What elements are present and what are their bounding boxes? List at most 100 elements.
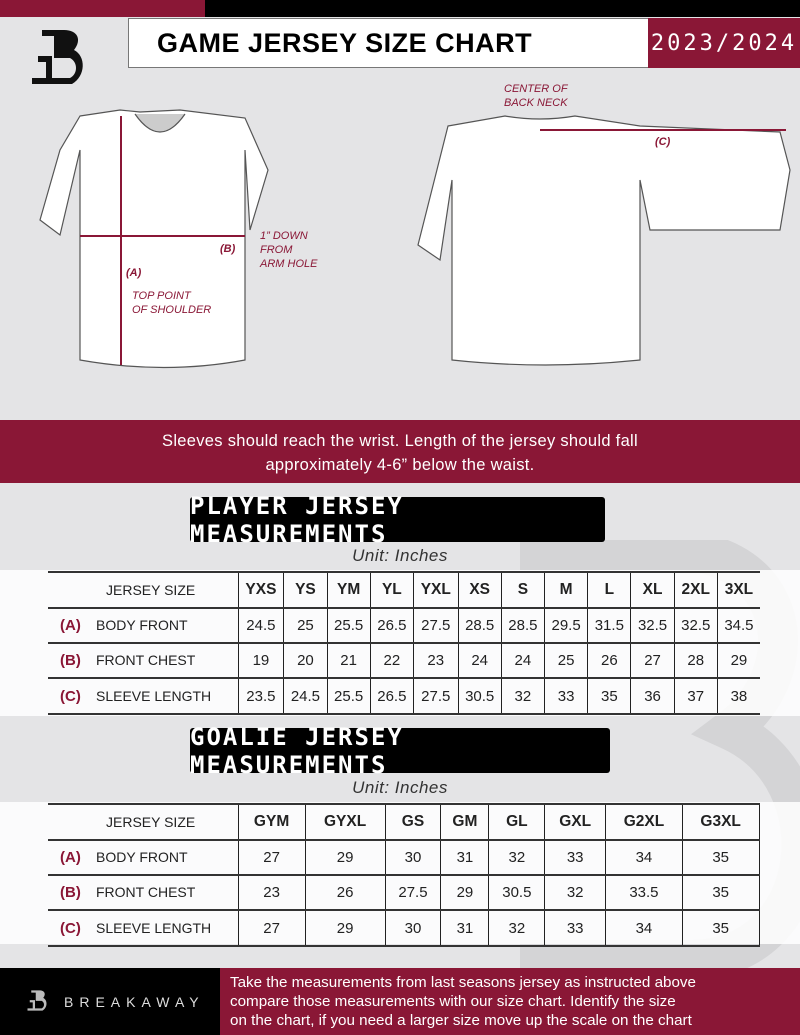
- note-line: ARM HOLE: [260, 258, 318, 270]
- size-header: YS: [283, 572, 328, 608]
- table-cell: 28: [673, 643, 718, 678]
- table-cell: 27.5: [384, 875, 441, 910]
- table-cell: 32: [488, 910, 545, 946]
- table-cell: 31: [440, 910, 489, 946]
- measurement-label: (A) BODY FRONT: [48, 608, 238, 643]
- measurement-name: BODY FRONT: [96, 617, 188, 633]
- note-line: BACK NECK: [504, 97, 568, 109]
- size-header: XS: [457, 572, 502, 608]
- size-header: G2XL: [605, 804, 683, 840]
- goalie-table: JERSEY SIZE GYM GYXL GS GM GL GXL G2XL G3XL (A) BO…: [48, 803, 760, 947]
- table-cell: 22: [369, 643, 414, 678]
- table-cell: 25.5: [326, 678, 371, 714]
- table-cell: 21: [326, 643, 371, 678]
- table-cell: 31: [440, 840, 489, 875]
- table-cell: [758, 840, 760, 875]
- table-cell: 25.5: [326, 608, 371, 643]
- breakaway-logo-icon: [27, 989, 47, 1011]
- size-header: YL: [369, 572, 414, 608]
- table-cell: 30.5: [457, 678, 502, 714]
- table-cell: 28.5: [500, 608, 545, 643]
- table-cell: 35: [681, 840, 760, 875]
- table-row: (B) FRONT CHEST 19 20 21 22 23 24 24 25 26 27 28 29: [48, 643, 760, 678]
- table-cell: 33.5: [605, 875, 683, 910]
- table-cell: 28.5: [457, 608, 502, 643]
- size-header: GS: [384, 804, 441, 840]
- measurement-name: SLEEVE LENGTH: [96, 919, 212, 936]
- table-cell: 29.5: [543, 608, 588, 643]
- table-cell: 19: [237, 643, 284, 678]
- table-row: (A) BODY FRONT 27 29 30 31 32 33 34 35: [48, 840, 760, 875]
- table-row: (C) SLEEVE LENGTH 27 29 30 31 32 33 34 35: [48, 910, 760, 946]
- table-cell: 27: [237, 840, 306, 875]
- measurement-letter: (B): [60, 652, 81, 669]
- size-header: 2XL: [673, 572, 718, 608]
- instructions-band: Sleeves should reach the wrist. Length o…: [0, 420, 800, 483]
- table-cell: 33: [544, 840, 606, 875]
- table-cell: 38: [716, 678, 760, 714]
- table-cell: 35: [681, 875, 760, 910]
- size-header: S: [500, 572, 545, 608]
- measurement-letter: (B): [60, 884, 81, 901]
- measurement-name: FRONT CHEST: [96, 652, 196, 668]
- label-a: (A): [126, 267, 142, 279]
- table-cell: 23: [237, 875, 306, 910]
- measurement-label: (C) SLEEVE LENGTH: [48, 910, 238, 946]
- table-cell: 36: [630, 678, 675, 714]
- table-cell: 27: [630, 643, 675, 678]
- footer-line: on the chart, if you need a larger size …: [230, 1012, 692, 1029]
- table-cell: 26.5: [369, 678, 414, 714]
- size-header: 3XL: [716, 572, 760, 608]
- measurement-letter: (C): [60, 687, 81, 705]
- measurement-label: (C) SLEEVE LENGTH: [48, 678, 238, 714]
- footer-brand: BREAKAWAY: [0, 968, 220, 1035]
- table-cell: 29: [440, 875, 489, 910]
- jersey-diagram: [39, 109, 791, 369]
- table-cell: [758, 910, 760, 946]
- table-cell: 24.5: [283, 678, 328, 714]
- table-cell: 30: [384, 840, 441, 875]
- note-line: CENTER OF: [504, 83, 568, 95]
- breakaway-logo-icon: [32, 30, 83, 84]
- measurement-label: (A) BODY FRONT: [48, 840, 238, 875]
- size-label: JERSEY SIZE: [106, 814, 196, 830]
- table-cell: 27.5: [412, 678, 459, 714]
- measurement-letter: (C): [60, 919, 81, 937]
- table-cell: 32: [500, 678, 545, 714]
- footer-line: compare those measurements with our size…: [230, 993, 676, 1010]
- measurement-name: FRONT CHEST: [96, 884, 196, 900]
- table-cell: 37: [673, 678, 718, 714]
- player-heading: PLAYER JERSEY MEASUREMENTS: [190, 492, 605, 548]
- table-cell: 34.5: [716, 608, 760, 643]
- label-b: (B): [220, 243, 236, 255]
- table-cell: 20: [283, 643, 328, 678]
- page-title: GAME JERSEY SIZE CHART: [128, 18, 650, 68]
- table-cell: 32.5: [673, 608, 718, 643]
- top-bar-accent: [0, 0, 205, 17]
- table-row: (B) FRONT CHEST 23 26 27.5 29 30.5 32 33.5 35: [48, 875, 760, 910]
- player-table: JERSEY SIZE YXS YS YM YL YXL XS S M L XL 2XL 3XL (A) B…: [48, 571, 760, 715]
- table-cell: 27: [237, 910, 306, 946]
- size-header: GYXL: [304, 804, 386, 840]
- measurement-label: (B) FRONT CHEST: [48, 875, 238, 910]
- table-cell: 32: [488, 840, 545, 875]
- table-row: (C) SLEEVE LENGTH 23.5 24.5 25.5 26.5 27.5 30.5…: [48, 678, 760, 714]
- table-cell: 30: [384, 910, 441, 946]
- measurement-label: (B) FRONT CHEST: [48, 643, 238, 678]
- instruction-line: approximately 4-6” below the waist.: [265, 456, 535, 474]
- measurement-name: SLEEVE LENGTH: [96, 687, 212, 704]
- table-cell: 30.5: [488, 875, 545, 910]
- table-cell: 31.5: [587, 608, 631, 643]
- top-bar: [205, 0, 800, 17]
- footer-instructions: Take the measurements from last seasons …: [220, 968, 800, 1035]
- size-header: XL: [630, 572, 675, 608]
- measurement-letter: (A): [60, 617, 81, 634]
- table-cell: 29: [716, 643, 760, 678]
- instruction-line: Sleeves should reach the wrist. Length o…: [162, 432, 638, 450]
- size-header: [758, 804, 760, 840]
- arm-hole-note: 1” DOWN FROM ARM HOLE: [260, 229, 317, 271]
- note-line: TOP POINT: [132, 290, 191, 302]
- size-header: GXL: [544, 804, 606, 840]
- table-cell: [758, 875, 760, 910]
- table-cell: 27.5: [412, 608, 459, 643]
